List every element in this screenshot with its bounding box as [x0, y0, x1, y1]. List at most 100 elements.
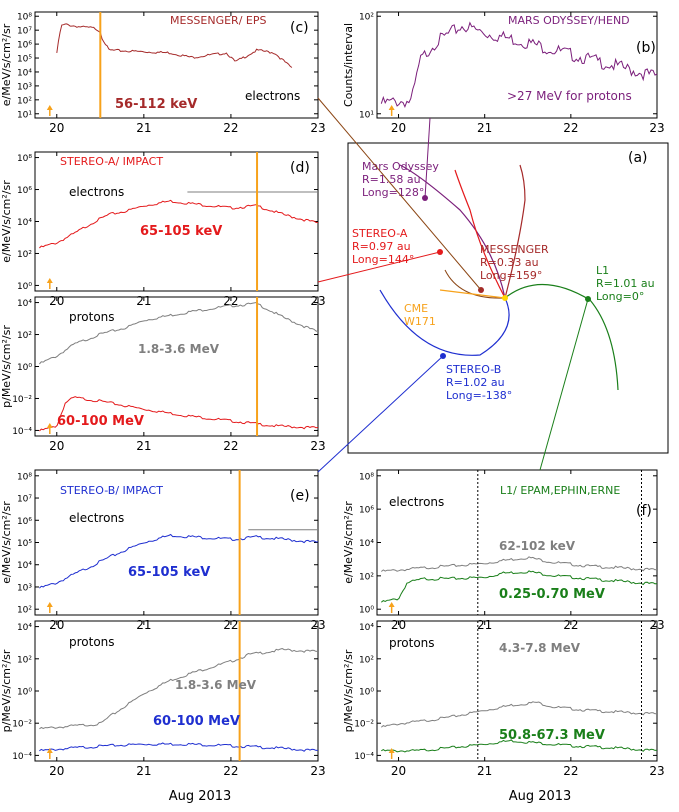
panel-annotation: >27 MeV for protons: [507, 89, 632, 103]
series-line: [380, 21, 658, 109]
y-tick-label: 10⁸: [359, 472, 374, 482]
arrow-marker: [388, 748, 395, 753]
panel-annotation: protons: [69, 635, 115, 649]
panel-title: L1/ EPAM,EPHIN,ERNE: [500, 484, 620, 497]
series-line: [39, 396, 319, 432]
x-tick-label: 21: [136, 121, 151, 135]
panel-title: STEREO-A/ IMPACT: [60, 155, 163, 168]
panel-annotation: electrons: [69, 511, 124, 525]
arrow-marker: [46, 278, 53, 283]
panel-annotation: electrons: [69, 185, 124, 199]
spiral-stereo-b: [379, 289, 510, 356]
panel-d_p: 20 21 22 23 10⁻⁴ 10⁻² 10⁰ 10² 10⁴ p/MeV/s/cm²/sr p…: [0, 296, 326, 453]
stereo-a-label: Long=144°: [352, 253, 414, 266]
series-line: [381, 739, 658, 753]
panel-title: STEREO-B/ IMPACT: [60, 484, 163, 497]
y-tick-label: 10⁷: [17, 27, 32, 37]
y-tick-label: 10⁶: [17, 517, 32, 527]
connector-stereo-a: [317, 251, 441, 283]
panel-label: (b): [636, 40, 656, 56]
y-tick-label: 10⁶: [359, 506, 374, 516]
y-tick-label: 10¹: [359, 110, 374, 120]
y-tick-label: 10⁻⁴: [12, 427, 32, 437]
y-tick-label: 10⁰: [17, 363, 32, 373]
panel-annotation: protons: [389, 636, 435, 650]
panel-annotation: electrons: [245, 89, 300, 103]
y-tick-label: 10⁻²: [12, 395, 32, 405]
panel-annotation: 65-105 keV: [140, 224, 222, 239]
y-axis-label: e/MeV/s/cm²/sr: [342, 501, 355, 584]
x-tick-label: 20: [49, 764, 64, 778]
x-tick-label: 20: [49, 439, 64, 453]
panel-e_p: 20 21 22 23 10⁻⁴ 10⁻² 10⁰ 10² 10⁴ p/MeV/s/cm²/sr p…: [0, 620, 326, 778]
series-line: [39, 533, 319, 589]
panel-annotation: 62-102 keV: [499, 539, 576, 553]
panel-frame: [34, 151, 319, 292]
panel-annotation: 0.25-0.70 MeV: [499, 587, 605, 602]
series-line: [39, 742, 319, 752]
arrow-marker: [388, 105, 395, 110]
panel-annotation: 60-100 MeV: [57, 414, 144, 429]
spiral-stereo-a: [454, 169, 506, 299]
odyssey-label: Mars Odyssey: [362, 160, 439, 173]
y-tick-label: 10⁻⁴: [12, 752, 32, 762]
x-tick-label: 21: [477, 121, 492, 135]
panel-annotation: protons: [69, 310, 115, 324]
y-tick-label: 10⁻⁴: [354, 752, 374, 762]
odyssey-label: Long=128°: [362, 186, 424, 199]
x-tick-label: 21: [136, 764, 151, 778]
y-tick-label: 10⁴: [359, 623, 374, 633]
y-tick-label: 10⁴: [17, 68, 32, 78]
panel-d_e: 20 21 22 2310⁰10²10⁴10⁶10⁸e/MeV/s/cm²/srSTE…: [0, 151, 326, 308]
y-axis-label: Counts/interval: [342, 23, 355, 107]
x-tick-label: 23: [310, 764, 325, 778]
y-axis-label: p/MeV/s/cm²/sr: [342, 649, 355, 732]
y-tick-label: 10³: [17, 82, 32, 92]
arrow-marker: [46, 423, 53, 428]
l1-label: Long=0°: [596, 290, 644, 303]
y-tick-label: 10²: [359, 572, 374, 582]
arrow-marker: [46, 105, 53, 110]
stereo-b-label: Long=-138°: [446, 389, 512, 402]
y-tick-label: 10⁰: [359, 688, 374, 698]
inner-orbit: [444, 269, 506, 299]
x-axis-label: Aug 2013: [169, 789, 232, 804]
arrow-marker: [388, 602, 395, 607]
cme-line: [439, 289, 506, 299]
y-tick-label: 10⁴: [359, 539, 374, 549]
panel-label: (c): [290, 20, 309, 36]
y-tick-label: 10²: [17, 250, 32, 260]
series-line: [380, 570, 658, 603]
y-tick-label: 10⁻²: [354, 720, 374, 730]
messenger-label: Long=159°: [480, 269, 542, 282]
arrow-marker: [46, 602, 53, 607]
series-line: [39, 647, 319, 730]
panel-f_e: 20 21 22 2310⁰10²10⁴10⁶10⁸e/MeV/s/cm²/srL1/…: [342, 469, 665, 632]
panel-title: MARS ODYSSEY/HEND: [508, 14, 630, 27]
panel-b: 20 21 22 23 10¹ 10² Counts/interval MARS ODYSSE…: [342, 11, 665, 135]
stereo-b-label: STEREO-B: [446, 363, 501, 376]
x-tick-label: 22: [563, 121, 578, 135]
series-line: [380, 701, 658, 728]
panel-label: (a): [628, 150, 648, 166]
x-tick-label: 22: [223, 764, 238, 778]
spiral-odyssey: [399, 164, 506, 299]
panel-annotation: 1.8-3.6 MeV: [138, 342, 220, 356]
y-tick-label: 10²: [17, 655, 32, 665]
panel-c: 20 21 22 23 10¹ 10² 10³ 10⁴ 10⁵ 10⁶ 10⁷ 10⁸ e/MeV/s/…: [0, 11, 326, 135]
y-tick-label: 10⁸: [17, 13, 32, 23]
y-tick-label: 10²: [359, 13, 374, 23]
panel-annotation: electrons: [389, 495, 444, 509]
y-axis-label: p/MeV/s/cm²/sr: [0, 325, 13, 408]
y-tick-label: 10⁵: [17, 55, 32, 65]
x-tick-label: 22: [223, 121, 238, 135]
y-tick-label: 10⁷: [17, 495, 32, 505]
panel-annotation: 4.3-7.8 MeV: [499, 641, 581, 655]
y-tick-label: 10²: [17, 96, 32, 106]
messenger-label: R=0.33 au: [480, 256, 539, 269]
x-tick-label: 21: [477, 764, 492, 778]
x-tick-label: 23: [649, 764, 664, 778]
odyssey-label: R=1.58 au: [362, 173, 421, 186]
panel-label: (e): [290, 488, 310, 504]
